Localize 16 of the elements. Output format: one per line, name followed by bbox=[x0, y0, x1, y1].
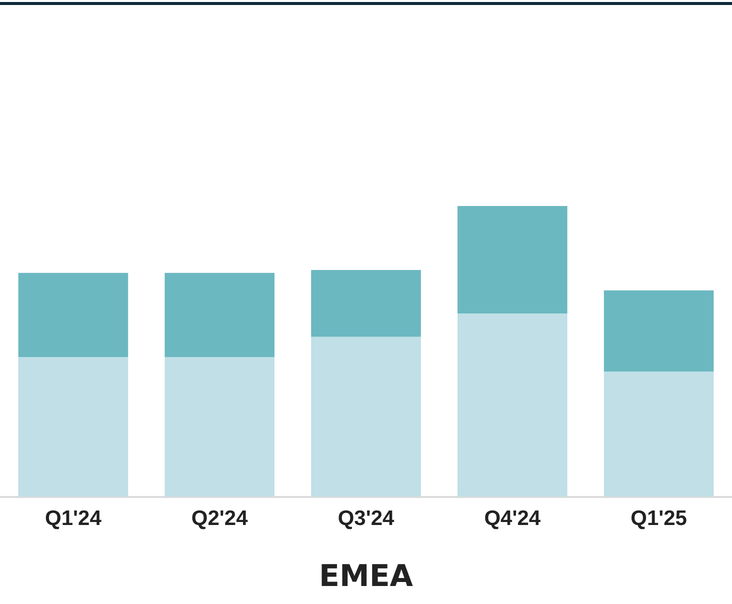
x-tick-label: Q4'24 bbox=[484, 507, 541, 530]
bar bbox=[164, 357, 274, 497]
bar bbox=[458, 206, 568, 314]
bar bbox=[18, 272, 128, 358]
bar bbox=[311, 336, 421, 497]
x-tick-label: Q2'24 bbox=[191, 507, 248, 530]
bar bbox=[604, 290, 714, 372]
bar bbox=[18, 357, 128, 497]
bar bbox=[311, 270, 421, 337]
text: EMEA bbox=[318, 558, 414, 594]
bar bbox=[604, 372, 714, 497]
x-tick-label: Q3'24 bbox=[338, 507, 394, 530]
bar bbox=[164, 272, 274, 358]
bar bbox=[458, 314, 568, 497]
x-tick-label: Q1'24 bbox=[45, 507, 102, 530]
x-tick-label: Q1'25 bbox=[630, 507, 688, 530]
